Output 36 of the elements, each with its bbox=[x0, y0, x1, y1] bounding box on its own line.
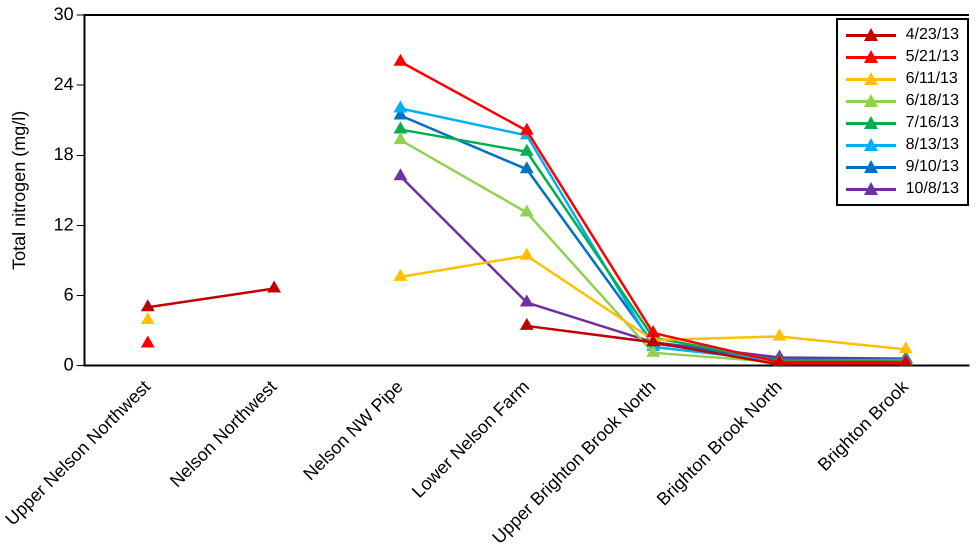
point bbox=[646, 345, 660, 357]
point bbox=[394, 122, 408, 134]
point bbox=[520, 205, 534, 217]
legend-label: 7/16/13 bbox=[906, 114, 959, 132]
point bbox=[520, 144, 534, 156]
point bbox=[394, 168, 408, 180]
y-tick-label: 24 bbox=[54, 74, 74, 94]
y-tick-label: 0 bbox=[64, 354, 74, 375]
legend-label: 10/8/13 bbox=[906, 180, 959, 198]
point bbox=[520, 318, 534, 330]
y-tick-label: 12 bbox=[54, 214, 74, 234]
legend-label: 6/11/13 bbox=[906, 70, 958, 88]
point bbox=[394, 269, 408, 281]
point bbox=[394, 101, 408, 113]
y-tick-label: 30 bbox=[54, 4, 74, 24]
point bbox=[394, 54, 408, 66]
point bbox=[520, 248, 534, 260]
point bbox=[646, 325, 660, 337]
point bbox=[520, 123, 534, 135]
point bbox=[141, 300, 154, 312]
point bbox=[268, 281, 281, 293]
point bbox=[772, 328, 786, 340]
legend-label: 8/13/13 bbox=[906, 136, 959, 154]
point bbox=[520, 295, 534, 307]
legend-label: 9/10/13 bbox=[906, 158, 959, 176]
point bbox=[141, 336, 154, 348]
legend-label: 5/21/13 bbox=[906, 48, 959, 66]
legend-label: 4/23/13 bbox=[906, 26, 959, 44]
y-axis-title: Total nitrogen (mg/l) bbox=[8, 110, 29, 270]
y-tick-label: 18 bbox=[54, 144, 74, 164]
point bbox=[520, 162, 534, 174]
point bbox=[899, 342, 912, 354]
y-tick-label: 6 bbox=[64, 284, 74, 305]
point bbox=[141, 312, 154, 324]
point bbox=[394, 132, 408, 144]
legend-label: 6/18/13 bbox=[906, 92, 959, 110]
